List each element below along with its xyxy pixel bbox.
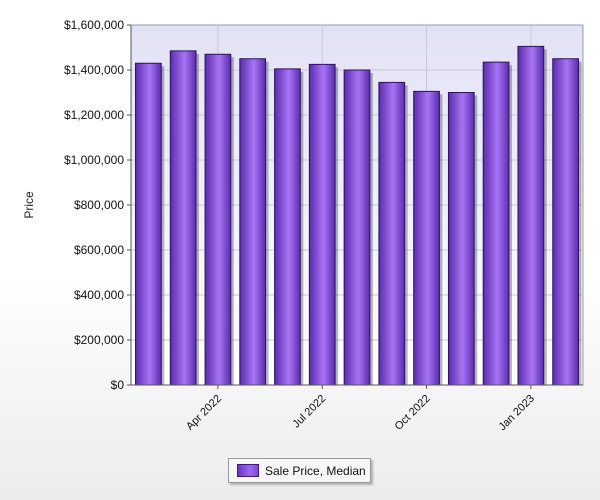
- y-tick-label: $0: [111, 378, 125, 392]
- y-axis-label: Price: [22, 191, 36, 219]
- bar: [135, 62, 162, 386]
- bar: [204, 53, 232, 386]
- y-tick-label: $800,000: [74, 198, 124, 212]
- x-tick-label: Apr 2022: [184, 393, 224, 433]
- bar: [482, 61, 510, 386]
- bar: [343, 69, 371, 386]
- y-tick-label: $1,600,000: [64, 18, 124, 32]
- x-tick-label: Jul 2022: [290, 393, 328, 431]
- bar: [552, 58, 579, 386]
- y-tick-label: $400,000: [74, 288, 124, 302]
- bar: [378, 81, 406, 386]
- bar-series: [135, 45, 582, 386]
- legend-label: Sale Price, Median: [265, 463, 366, 478]
- x-axis-ticks: Apr 2022 Jul 2022 Oct 2022 Jan 2023: [184, 385, 537, 433]
- y-tick-label: $600,000: [74, 243, 124, 257]
- bar: [169, 50, 197, 386]
- y-tick-label: $1,000,000: [64, 153, 124, 167]
- bar: [517, 45, 545, 386]
- y-axis-ticks: $0 $200,000 $400,000 $600,000 $800,000 $1,000…: [64, 18, 131, 392]
- y-tick-label: $200,000: [74, 333, 124, 347]
- bar: [239, 58, 267, 386]
- bar: [413, 90, 440, 386]
- x-tick-label: Jan 2023: [496, 393, 536, 433]
- bar: [308, 63, 336, 386]
- legend-swatch: [237, 464, 259, 477]
- legend: Sale Price, Median: [228, 458, 371, 483]
- y-tick-label: $1,200,000: [64, 108, 124, 122]
- bar: [447, 92, 475, 386]
- y-tick-label: $1,400,000: [64, 63, 124, 77]
- x-tick-label: Oct 2022: [393, 393, 433, 433]
- bar: [274, 68, 301, 386]
